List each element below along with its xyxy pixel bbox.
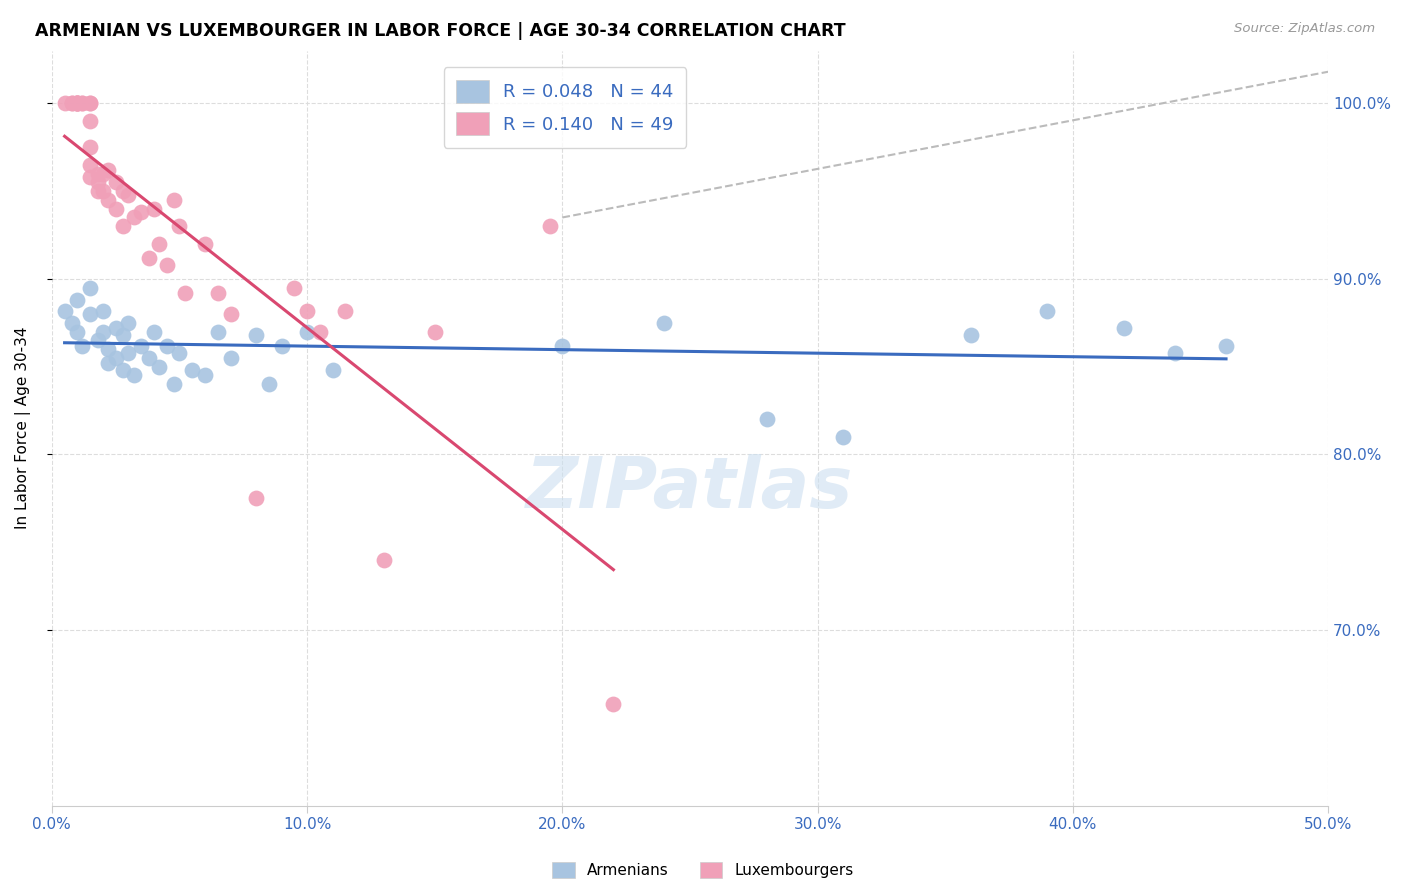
Point bbox=[87, 175, 110, 189]
Legend: Armenians, Luxembourgers: Armenians, Luxembourgers bbox=[546, 855, 860, 884]
Point bbox=[91, 184, 114, 198]
Point bbox=[112, 328, 135, 343]
Point bbox=[66, 96, 89, 111]
Point bbox=[245, 491, 267, 506]
Point bbox=[194, 368, 217, 383]
Point bbox=[283, 281, 305, 295]
Point bbox=[423, 325, 446, 339]
Point bbox=[79, 96, 101, 111]
Point bbox=[112, 184, 135, 198]
Point bbox=[148, 359, 170, 374]
Point bbox=[117, 345, 139, 359]
Point bbox=[1112, 321, 1135, 335]
Point bbox=[270, 338, 292, 352]
Point bbox=[117, 187, 139, 202]
Point bbox=[169, 219, 191, 234]
Point bbox=[72, 96, 94, 111]
Point bbox=[97, 342, 120, 356]
Point bbox=[322, 363, 344, 377]
Point bbox=[104, 202, 127, 216]
Point bbox=[66, 96, 89, 111]
Point bbox=[66, 96, 89, 111]
Point bbox=[335, 303, 357, 318]
Point bbox=[142, 325, 165, 339]
Point bbox=[97, 193, 120, 207]
Point bbox=[66, 293, 89, 307]
Point bbox=[551, 338, 574, 352]
Point bbox=[104, 351, 127, 365]
Point bbox=[219, 307, 242, 321]
Point bbox=[308, 325, 330, 339]
Point bbox=[87, 184, 110, 198]
Point bbox=[142, 202, 165, 216]
Point bbox=[112, 363, 135, 377]
Point bbox=[245, 328, 267, 343]
Point bbox=[79, 281, 101, 295]
Point bbox=[295, 303, 318, 318]
Text: Source: ZipAtlas.com: Source: ZipAtlas.com bbox=[1234, 22, 1375, 36]
Point bbox=[207, 285, 229, 300]
Point bbox=[832, 430, 855, 444]
Point bbox=[181, 363, 204, 377]
Point bbox=[122, 368, 145, 383]
Point bbox=[91, 167, 114, 181]
Point bbox=[104, 321, 127, 335]
Point bbox=[602, 697, 624, 711]
Point bbox=[148, 236, 170, 251]
Point bbox=[72, 338, 94, 352]
Point bbox=[755, 412, 778, 426]
Point bbox=[169, 345, 191, 359]
Point bbox=[97, 356, 120, 370]
Point bbox=[104, 175, 127, 189]
Point bbox=[112, 219, 135, 234]
Point bbox=[66, 96, 89, 111]
Point bbox=[156, 338, 179, 352]
Point bbox=[1164, 345, 1187, 359]
Point bbox=[138, 351, 160, 365]
Point bbox=[295, 325, 318, 339]
Point bbox=[219, 351, 242, 365]
Point bbox=[129, 338, 152, 352]
Point bbox=[60, 316, 83, 330]
Point bbox=[53, 303, 76, 318]
Y-axis label: In Labor Force | Age 30-34: In Labor Force | Age 30-34 bbox=[15, 326, 31, 529]
Point bbox=[194, 236, 217, 251]
Point bbox=[87, 167, 110, 181]
Point bbox=[97, 163, 120, 178]
Point bbox=[538, 219, 561, 234]
Point bbox=[79, 96, 101, 111]
Point bbox=[91, 303, 114, 318]
Point bbox=[79, 158, 101, 172]
Point bbox=[173, 285, 195, 300]
Point bbox=[138, 251, 160, 265]
Point bbox=[79, 114, 101, 128]
Point bbox=[72, 96, 94, 111]
Point bbox=[163, 193, 186, 207]
Point bbox=[60, 96, 83, 111]
Text: ZIPatlas: ZIPatlas bbox=[526, 454, 853, 523]
Point bbox=[373, 553, 395, 567]
Point bbox=[207, 325, 229, 339]
Point bbox=[117, 316, 139, 330]
Point bbox=[66, 325, 89, 339]
Point bbox=[53, 96, 76, 111]
Point bbox=[156, 258, 179, 272]
Text: ARMENIAN VS LUXEMBOURGER IN LABOR FORCE | AGE 30-34 CORRELATION CHART: ARMENIAN VS LUXEMBOURGER IN LABOR FORCE … bbox=[35, 22, 846, 40]
Point bbox=[79, 140, 101, 154]
Point bbox=[1036, 303, 1059, 318]
Point bbox=[87, 334, 110, 348]
Point bbox=[122, 211, 145, 225]
Point bbox=[257, 377, 280, 392]
Point bbox=[91, 325, 114, 339]
Point bbox=[654, 316, 676, 330]
Point bbox=[60, 96, 83, 111]
Point bbox=[129, 205, 152, 219]
Point bbox=[959, 328, 981, 343]
Legend: R = 0.048   N = 44, R = 0.140   N = 49: R = 0.048 N = 44, R = 0.140 N = 49 bbox=[444, 67, 686, 148]
Point bbox=[79, 170, 101, 185]
Point bbox=[66, 96, 89, 111]
Point bbox=[163, 377, 186, 392]
Point bbox=[79, 307, 101, 321]
Point bbox=[1215, 338, 1237, 352]
